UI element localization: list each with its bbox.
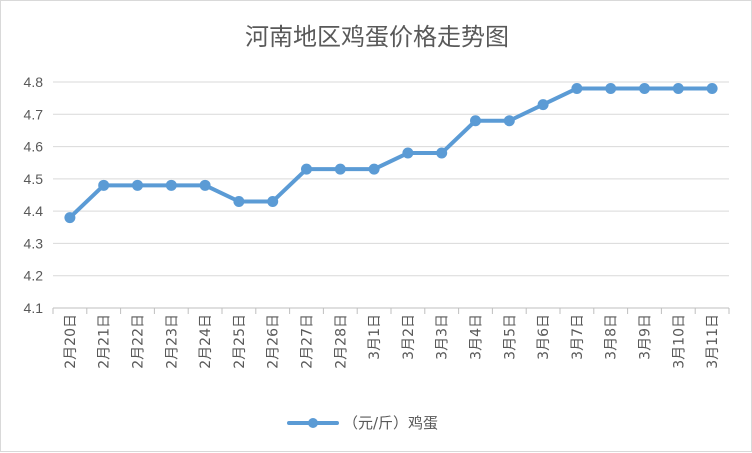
y-tick-label: 4.6 [24,139,44,155]
x-category-label: 2月27日 [300,314,316,369]
data-point [301,163,312,175]
series-line [67,86,715,220]
legend-label: （元/斤）鸡蛋 [343,414,438,432]
data-point [368,163,380,175]
data-point [503,115,515,127]
x-category-label: 2月24日 [198,314,214,369]
data-point [64,212,76,224]
x-category-label: 2月20日 [63,314,79,369]
gridlines [53,81,729,277]
data-point [470,115,481,127]
x-category-label: 3月3日 [435,314,451,360]
data-point [537,99,549,111]
x-category-label: 3月11日 [705,314,721,369]
data-point [233,195,245,207]
x-category-label: 3月10日 [671,314,687,369]
y-tick-label: 4.4 [24,203,44,219]
x-category-label: 2月26日 [266,314,282,369]
data-point [334,163,346,175]
x-category-label: 3月2日 [401,314,417,360]
x-category-label: 3月4日 [469,314,485,360]
y-axis-ticks: 4.1 4.2 4.3 4.4 4.5 4.6 4.7 4.8 [24,74,44,316]
x-category-label: 3月9日 [638,314,654,360]
data-point [672,82,684,94]
data-point [98,179,110,191]
x-category-label: 3月7日 [570,314,586,360]
x-category-label: 3月8日 [604,314,620,360]
data-point [571,82,583,94]
series-group [64,82,718,224]
y-tick-label: 4.2 [24,268,44,284]
x-axis: 2月20日 2月21日 2月22日 2月23日 2月24日 2月25日 2月26日 2月27日… [52,307,730,369]
data-point [267,195,279,207]
x-category-label: 2月21日 [97,314,113,369]
chart-title: 河南地区鸡蛋价格走势图 [245,23,509,51]
y-tick-label: 4.7 [24,106,44,122]
x-category-label: 3月6日 [536,314,552,360]
x-category-label: 3月1日 [367,314,383,360]
y-tick-label: 4.8 [24,74,44,90]
y-tick-label: 4.1 [24,300,44,316]
data-point [639,82,650,94]
data-point [605,82,617,94]
x-category-label: 2月25日 [232,314,248,369]
x-category-label: 2月23日 [164,314,180,369]
x-category-label: 2月22日 [131,314,147,369]
data-point [132,179,143,191]
data-point [199,179,211,191]
legend: （元/斤）鸡蛋 [287,414,438,432]
data-point [706,82,718,94]
legend-swatch-marker [308,418,318,428]
x-category-label: 2月28日 [333,314,349,369]
data-point [436,147,448,159]
y-tick-label: 4.5 [24,171,44,187]
y-tick-label: 4.3 [24,235,44,251]
x-category-label: 3月5日 [502,314,518,360]
data-point [402,147,414,159]
data-point [165,179,177,191]
